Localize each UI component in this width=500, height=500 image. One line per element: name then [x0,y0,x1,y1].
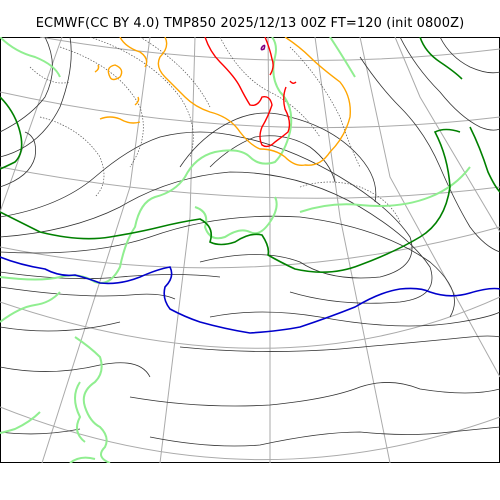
contour-line [0,321,121,332]
latitude-line [0,91,500,129]
contour-line [0,131,36,188]
isotherm-line [0,37,61,78]
isotherm-line [329,37,356,78]
longitude-line [314,37,391,463]
dotted-contour [29,66,71,84]
dark-green-isotherm [0,37,500,273]
isotherm-line [0,411,41,434]
map-canvas [0,37,500,463]
dotted-contour [219,37,321,138]
isotherm-line [69,456,96,463]
latitude-line [0,296,500,349]
isotherm-line [0,96,23,170]
dotted-contours [29,37,401,223]
map-title: ECMWF(CC BY 4.0) TMP850 2025/12/13 00Z F… [35,16,465,31]
contour-line [359,56,500,253]
contour-line [439,37,500,74]
isotherm-line [134,96,140,106]
isotherm-line [469,126,500,193]
light-green-isotherm [0,37,471,463]
dotted-contour [39,116,105,198]
purple-isotherm [260,44,266,51]
isotherm-line [107,64,123,81]
contour-line [0,286,176,300]
latitude-line [39,37,500,62]
longitude-line [159,37,196,463]
contour-line [399,37,500,131]
contour-line [0,428,81,435]
isotherm-line [119,37,148,68]
isotherm-line [74,381,86,443]
isotherm-line [194,196,278,240]
longitude-line [394,37,500,233]
isotherm-line [264,37,274,76]
isotherm-line [419,37,463,80]
contour-line [129,382,500,407]
latitude-line [0,166,500,199]
isotherm-line [260,44,266,51]
dotted-contour [139,37,211,108]
dotted-contour [289,46,361,168]
isotherm-line [94,64,100,73]
dotted-contour [59,46,144,168]
orange-isotherm [94,37,351,167]
red-isotherm [204,37,297,148]
blue-isotherm [0,256,500,334]
contour-line [0,271,221,280]
contour-line [0,215,455,318]
contour-line [209,311,500,327]
weather-map [0,37,500,463]
contour-line [179,112,377,203]
isotherm-line [299,166,471,213]
contour-line [149,426,500,447]
isotherm-line [157,37,351,167]
isotherm-line [0,256,500,334]
isotherm-line [74,336,111,463]
isotherm-line [0,128,461,273]
contour-line [0,131,413,279]
isotherm-line [99,116,141,124]
contour-line [179,335,500,352]
dotted-contour [299,181,401,223]
latitude-line [0,226,500,269]
isotherm-line [204,37,291,148]
contour-line [0,171,433,304]
isotherm-line [0,291,61,323]
contour-line [0,362,151,378]
longitude-line [41,37,151,463]
longitude-line [267,37,271,463]
longitude-line [359,37,500,378]
isotherm-line [289,80,297,84]
